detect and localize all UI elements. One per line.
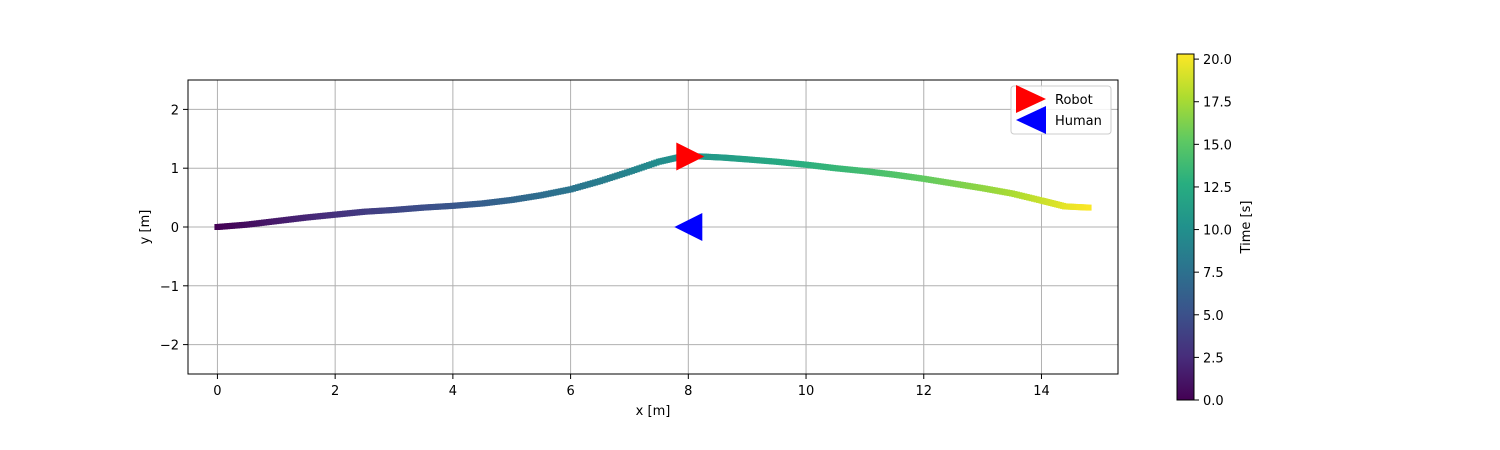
colorbar-tick-label: 17.5 (1203, 96, 1232, 111)
colorbar: 0.0 2.5 5.0 7.5 10.0 12.5 15.0 17.5 20.0 Time [s… (1176, 53, 1254, 409)
x-tick-label: 4 (449, 384, 457, 399)
colorbar-tick-label: 2.5 (1203, 351, 1224, 366)
legend-robot-label: Robot (1055, 93, 1093, 108)
legend-human-label: Human (1055, 114, 1102, 129)
y-tick-label: 1 (171, 162, 179, 177)
y-tick-label: −1 (160, 280, 179, 295)
colorbar-label: Time [s] (1239, 201, 1254, 255)
robot-marker (676, 142, 705, 171)
y-tick-label: −2 (160, 339, 179, 354)
x-tick-label: 14 (1033, 384, 1050, 399)
x-tick-label: 2 (331, 384, 339, 399)
colorbar-tick-label: 20.0 (1203, 53, 1232, 68)
colorbar-tick-label: 12.5 (1203, 181, 1232, 196)
colorbar-gradient (1176, 53, 1195, 401)
colorbar-tick-label: 15.0 (1203, 138, 1232, 153)
x-tick-label: 8 (684, 384, 692, 399)
marker-layer (674, 142, 705, 241)
colorbar-tick-label: 0.0 (1203, 394, 1224, 409)
colorbar-tick-label: 5.0 (1203, 309, 1224, 324)
y-tick-label: 2 (171, 103, 179, 118)
x-tick-label: 12 (915, 384, 932, 399)
y-axis-label: y [m] (138, 210, 153, 245)
x-tick-label: 6 (566, 384, 574, 399)
x-axis-label: x [m] (636, 404, 671, 419)
y-tick-label: 0 (171, 221, 179, 236)
colorbar-tick-label: 7.5 (1203, 266, 1224, 281)
x-tick-label: 10 (798, 384, 815, 399)
grid-layer (188, 80, 1118, 374)
legend-robot-icon (1016, 85, 1046, 113)
legend: Robot Human (1010, 85, 1112, 135)
x-tick-label: 0 (213, 384, 221, 399)
trajectory-point (1085, 204, 1092, 211)
colorbar-ticks: 0.0 2.5 5.0 7.5 10.0 12.5 15.0 17.5 20.0 (1194, 53, 1232, 409)
human-marker (674, 213, 703, 241)
plot-frame (187, 79, 1119, 375)
legend-human-icon (1016, 106, 1046, 134)
colorbar-tick-label: 10.0 (1203, 224, 1232, 239)
trajectory-layer (214, 153, 1092, 230)
